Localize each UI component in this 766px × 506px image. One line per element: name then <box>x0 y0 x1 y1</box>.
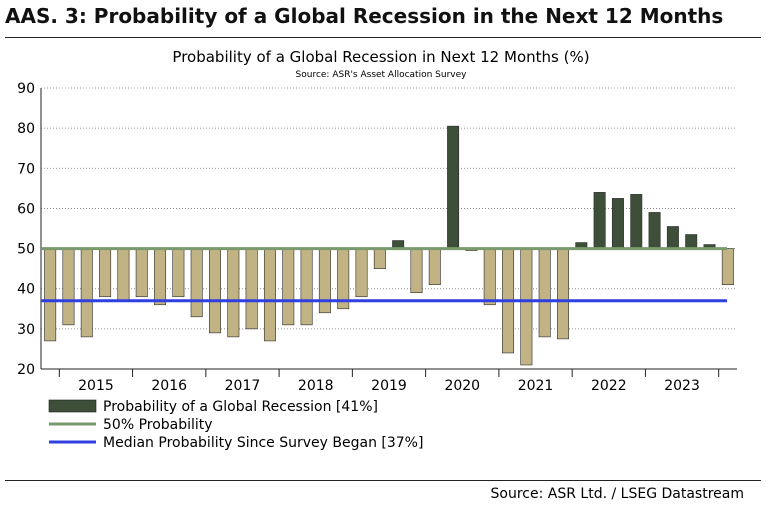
y-tick-label: 80 <box>17 121 35 137</box>
x-tick-label: 2017 <box>225 378 261 394</box>
bar <box>263 248 276 342</box>
bar <box>209 248 221 334</box>
bar <box>300 248 313 326</box>
bar <box>154 248 167 306</box>
bars <box>44 125 734 366</box>
x-tick-label: 2016 <box>151 378 187 394</box>
bar <box>318 248 331 314</box>
x-tick-label: 2021 <box>518 378 554 394</box>
bar <box>410 248 423 294</box>
bar <box>557 248 569 340</box>
source-footer: Source: ASR Ltd. / LSEG Datastream <box>490 486 744 502</box>
bar <box>117 248 130 302</box>
y-tick-label: 40 <box>17 282 35 298</box>
y-tick-label: 90 <box>17 81 35 97</box>
x-tick-label: 2015 <box>78 378 114 394</box>
bar <box>630 194 643 249</box>
bar <box>483 248 496 306</box>
bar <box>520 248 533 366</box>
y-axis-labels: 20 30 40 50 60 70 80 90 <box>17 81 35 378</box>
chart: Probability of a Global Recession in Nex… <box>17 48 737 451</box>
bar <box>190 248 203 318</box>
bar <box>666 226 679 249</box>
y-tick-label: 70 <box>17 161 35 177</box>
top-rule <box>5 37 761 38</box>
bar <box>428 248 441 285</box>
y-tick-label: 50 <box>17 242 35 258</box>
reference-lines <box>41 247 727 303</box>
bar <box>373 248 386 269</box>
y-tick-label: 30 <box>17 322 35 338</box>
bar <box>611 198 624 249</box>
bar <box>721 248 734 285</box>
bar <box>245 248 258 330</box>
bar <box>648 212 661 249</box>
x-tick-label: 2020 <box>444 378 480 394</box>
legend-label: 50% Probability <box>103 417 213 433</box>
bar <box>355 248 368 298</box>
bottom-rule <box>5 480 761 481</box>
x-tick-label: 2023 <box>664 378 700 394</box>
x-tick-label: 2018 <box>298 378 334 394</box>
x-tick-label: 2019 <box>371 378 407 394</box>
bar <box>135 248 148 298</box>
bar <box>593 192 606 249</box>
bar <box>80 248 93 338</box>
legend-label: Median Probability Since Survey Began [3… <box>103 435 423 451</box>
bar <box>44 248 57 342</box>
y-tick-label: 20 <box>17 362 35 378</box>
bar <box>62 248 75 326</box>
legend: Probability of a Global Recession [41%] 5… <box>48 399 423 451</box>
bar <box>227 248 240 338</box>
bar <box>99 248 112 298</box>
figure-heading: AAS. 3: Probability of a Global Recessio… <box>5 4 724 28</box>
bar <box>172 248 185 298</box>
legend-label: Probability of a Global Recession [41%] <box>103 399 378 415</box>
x-tick-label: 2022 <box>591 378 627 394</box>
legend-swatch <box>48 399 97 413</box>
bar <box>447 125 460 249</box>
chart-title: Probability of a Global Recession in Nex… <box>172 48 589 66</box>
x-axis: 2015 2016 2017 2018 2019 2020 2021 2022 2023 <box>58 369 720 394</box>
bar <box>538 248 551 338</box>
chart-subtitle: Source: ASR's Asset Allocation Survey <box>296 70 468 80</box>
y-tick-label: 60 <box>17 201 35 217</box>
bar <box>282 248 295 326</box>
bar <box>685 234 698 249</box>
